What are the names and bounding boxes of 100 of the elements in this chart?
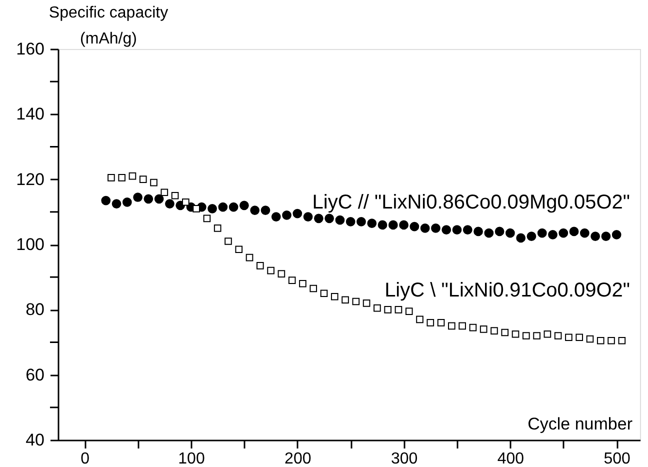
point [144, 194, 154, 204]
point [356, 217, 366, 226]
point [122, 197, 132, 207]
point [554, 332, 562, 340]
point [203, 214, 211, 222]
point [612, 230, 622, 240]
point [303, 212, 313, 222]
point [490, 327, 498, 335]
point [533, 332, 540, 340]
point [208, 204, 217, 214]
point [292, 208, 302, 218]
point [548, 230, 558, 240]
point [399, 220, 408, 230]
point [112, 199, 122, 208]
point [442, 225, 452, 235]
point [494, 226, 504, 236]
point [522, 332, 530, 340]
point [601, 232, 611, 242]
point [544, 330, 552, 338]
point [516, 233, 526, 243]
point [431, 224, 440, 233]
point [448, 322, 456, 330]
point [101, 196, 111, 206]
point [474, 226, 483, 236]
point [452, 225, 462, 235]
point [569, 226, 579, 236]
point [160, 188, 168, 196]
point [267, 266, 274, 274]
point [378, 220, 388, 230]
point [314, 214, 324, 224]
point [246, 254, 254, 262]
point [501, 328, 509, 336]
x-axis-title: Cycle number [528, 414, 633, 434]
point [271, 212, 281, 222]
point [108, 174, 115, 182]
point [139, 176, 147, 183]
point [426, 319, 434, 326]
point [506, 228, 515, 238]
point [384, 306, 392, 314]
point [484, 228, 494, 238]
x-tick-label: 500 [604, 450, 631, 467]
point [480, 326, 488, 333]
point [240, 200, 249, 210]
series-label: LiyC // "LixNi0.86Co0.09Mg0.05O2" [312, 192, 630, 214]
point [410, 222, 420, 232]
point [367, 218, 377, 228]
point [346, 217, 356, 226]
point [320, 290, 328, 298]
point [458, 322, 466, 330]
point [526, 232, 536, 242]
point [260, 206, 270, 215]
x-tick-label: 100 [178, 450, 205, 467]
point [282, 210, 292, 220]
point [214, 224, 222, 232]
point [278, 270, 286, 278]
point [250, 206, 260, 215]
point [576, 334, 584, 342]
series-label: LiyC \ "LixNi0.91Co0.09O2" [384, 280, 630, 302]
point [335, 215, 345, 225]
y-tick-label: 160 [16, 40, 44, 58]
y-tick-label: 80 [26, 300, 44, 320]
point [608, 336, 615, 344]
point [590, 232, 600, 242]
point [362, 299, 370, 307]
x-tick-label: 200 [284, 450, 312, 467]
point [256, 262, 264, 270]
point [462, 225, 472, 235]
point [437, 319, 445, 326]
point [565, 334, 572, 342]
point [405, 308, 413, 315]
point [469, 324, 477, 332]
point [182, 198, 190, 206]
point [224, 238, 232, 245]
point [330, 292, 338, 300]
point [288, 276, 296, 284]
y-tick-label: 120 [16, 170, 44, 189]
point [596, 336, 604, 344]
point [165, 199, 174, 208]
point [388, 220, 398, 230]
point [394, 306, 402, 314]
x-tick-label: 0 [80, 450, 90, 467]
point [342, 296, 349, 304]
point [228, 202, 238, 212]
point [558, 228, 568, 238]
point [537, 228, 547, 238]
point [299, 280, 306, 288]
x-tick-label: 400 [497, 450, 524, 467]
point [150, 178, 158, 186]
point [580, 228, 590, 238]
point [133, 192, 142, 202]
point [618, 336, 626, 344]
y-axis-title: Specific capacity (mAh/g) [48, 4, 168, 48]
point [128, 172, 136, 180]
point [310, 284, 318, 292]
y-tick-label: 100 [16, 235, 44, 254]
y-tick-label: 40 [26, 430, 44, 450]
point [352, 298, 360, 306]
point [586, 335, 594, 343]
point [218, 202, 228, 212]
point [374, 304, 381, 312]
